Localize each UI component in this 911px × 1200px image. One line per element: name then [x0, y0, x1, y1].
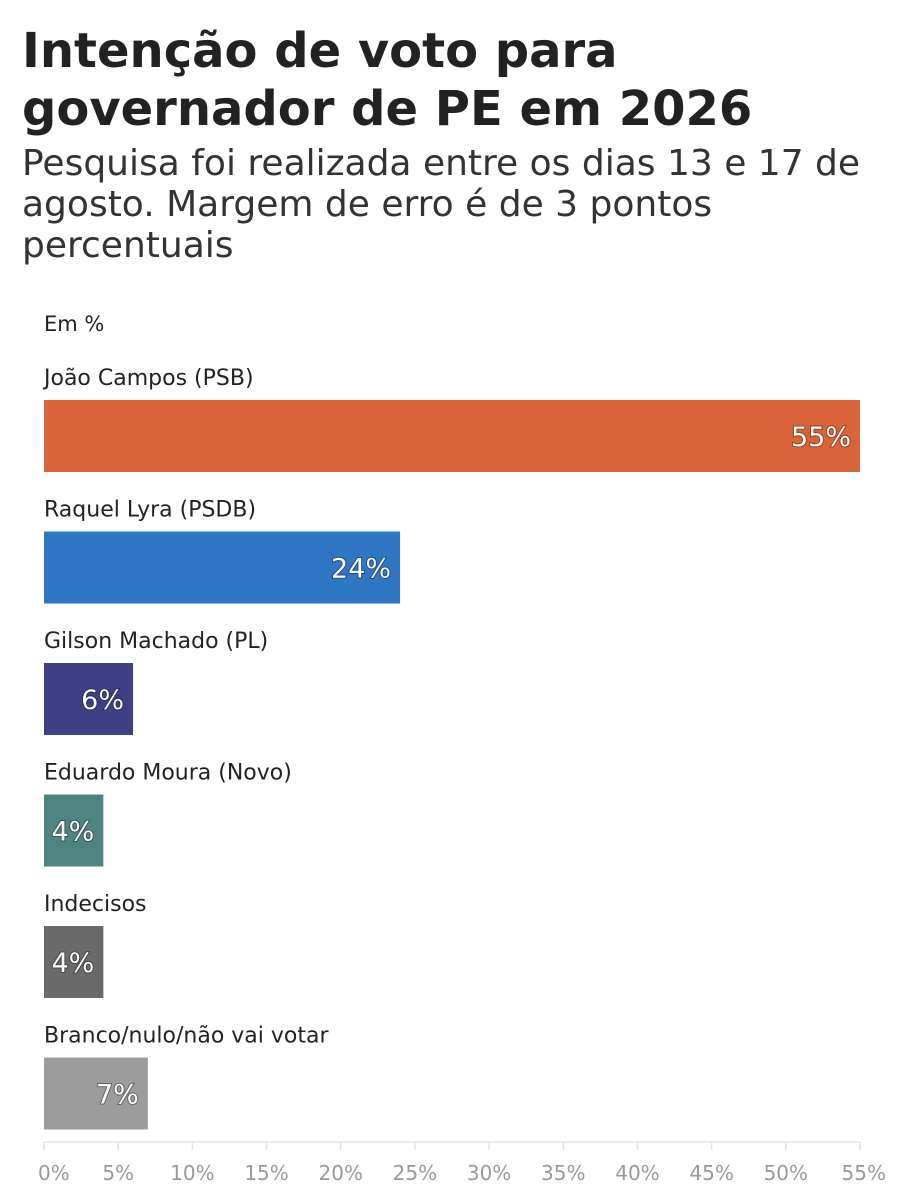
- x-tick-label: 55%: [842, 1161, 886, 1185]
- chart-subtitle: Pesquisa foi realizada entre os dias 13 …: [22, 143, 861, 266]
- x-tick-label: 25%: [393, 1161, 437, 1185]
- category-label: Raquel Lyra (PSDB): [44, 498, 256, 523]
- category-label: Gilson Machado (PL): [44, 629, 268, 654]
- category-label: Branco/nulo/não vai votar: [44, 1024, 329, 1049]
- data-label: 4%: [52, 948, 95, 979]
- category-label: Eduardo Moura (Novo): [44, 761, 292, 786]
- data-label: 6%: [81, 685, 124, 716]
- chart-title: Intenção de voto para governador de PE e…: [22, 23, 753, 137]
- x-tick-label: 35%: [541, 1161, 585, 1185]
- category-label: Indecisos: [44, 892, 147, 917]
- x-tick-label: 50%: [764, 1161, 808, 1185]
- x-tick-label: 10%: [170, 1161, 214, 1185]
- x-tick-label: 5%: [102, 1161, 134, 1185]
- x-tick-label: 20%: [319, 1161, 363, 1185]
- bar: [44, 400, 860, 472]
- x-tick-label: 30%: [467, 1161, 511, 1185]
- x-tick-label: 40%: [615, 1161, 659, 1185]
- data-label: 4%: [52, 817, 95, 848]
- bar: [44, 794, 104, 867]
- category-label: João Campos (PSB): [42, 366, 254, 391]
- data-label: 24%: [331, 554, 391, 585]
- bar: [44, 1057, 148, 1130]
- bar: [44, 663, 134, 735]
- x-tick-label: 0%: [38, 1161, 70, 1185]
- bar: [44, 531, 401, 604]
- unit-label: Em %: [44, 312, 105, 336]
- bar: [44, 926, 104, 998]
- x-tick-label: 15%: [244, 1161, 288, 1185]
- data-label: 7%: [96, 1080, 139, 1111]
- x-tick-label: 45%: [689, 1161, 733, 1185]
- data-label: 55%: [791, 422, 851, 453]
